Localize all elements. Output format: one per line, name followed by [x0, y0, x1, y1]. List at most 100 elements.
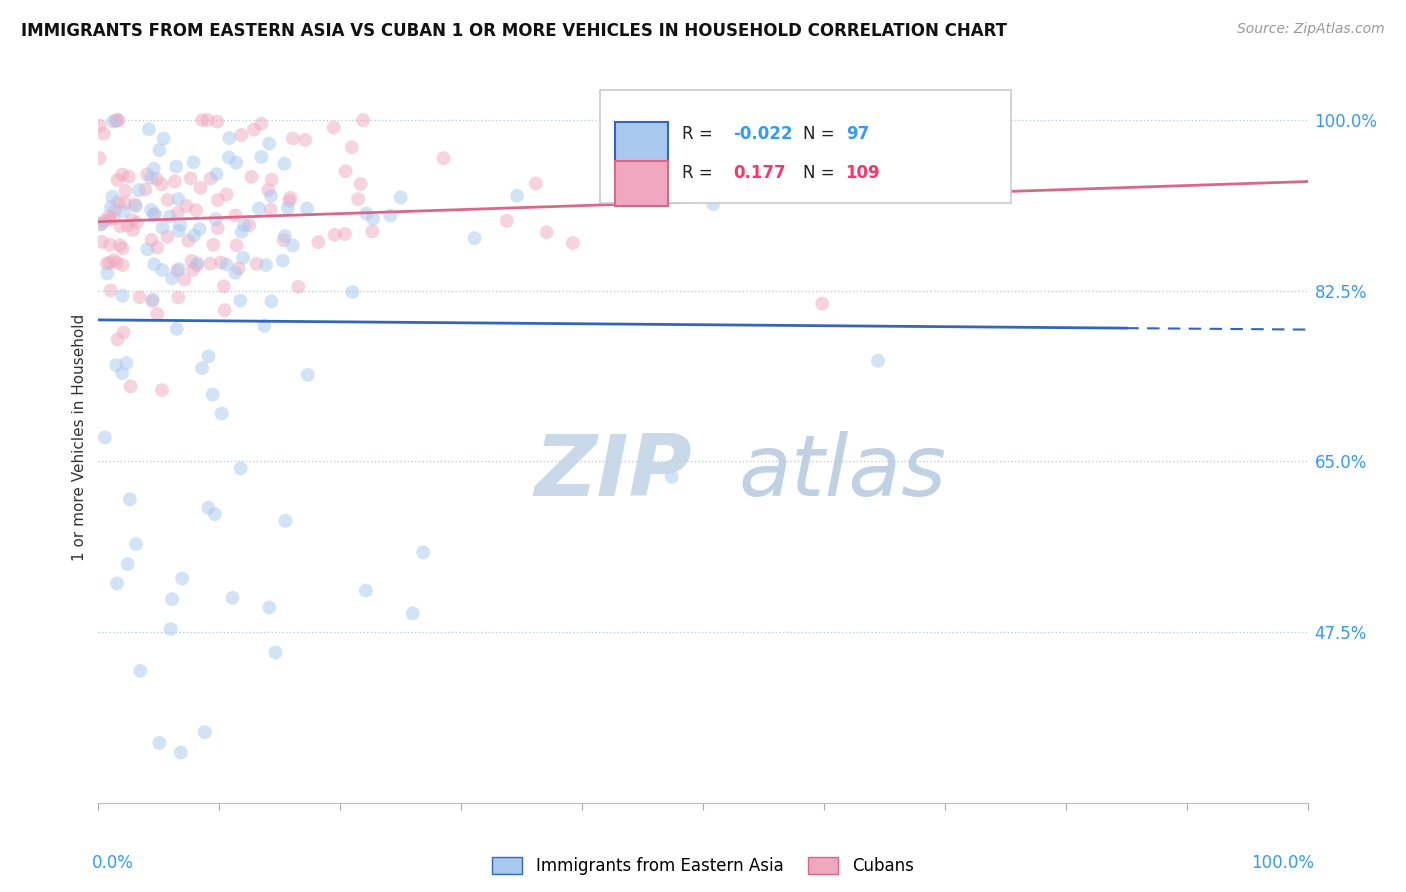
Point [90, 217, 112, 231]
Point [183, 155, 205, 169]
Point [181, 263, 204, 277]
FancyBboxPatch shape [614, 161, 668, 206]
Point [104, 114, 127, 128]
Point [90, 235, 112, 249]
Point [111, 258, 134, 272]
Point [93, 214, 115, 228]
Point [111, 241, 134, 255]
Point [281, 238, 304, 252]
Point [307, 235, 329, 249]
Point [224, 266, 246, 280]
Point [125, 199, 148, 213]
Point [197, 350, 219, 364]
Point [524, 177, 547, 191]
Point [105, 113, 128, 128]
Point [190, 181, 212, 195]
Text: N =: N = [803, 125, 841, 143]
Point [253, 318, 276, 333]
Point [118, 492, 141, 507]
Point [169, 218, 191, 232]
Point [273, 233, 295, 247]
Point [356, 206, 378, 220]
Text: IMMIGRANTS FROM EASTERN ASIA VS CUBAN 1 OR MORE VEHICLES IN HOUSEHOLD CORRELATIO: IMMIGRANTS FROM EASTERN ASIA VS CUBAN 1 … [21, 22, 1007, 40]
Point [114, 196, 136, 211]
Point [294, 133, 316, 147]
Point [352, 113, 374, 128]
Point [101, 114, 124, 128]
Point [202, 237, 225, 252]
Point [254, 258, 277, 272]
Point [167, 224, 190, 238]
Point [186, 256, 208, 270]
Point [228, 261, 250, 276]
Point [166, 263, 188, 277]
Point [122, 223, 145, 237]
Point [141, 233, 163, 247]
Point [273, 157, 295, 171]
Point [661, 470, 683, 484]
Point [260, 173, 283, 187]
Point [90, 218, 112, 232]
Point [463, 231, 485, 245]
Legend: Immigrants from Eastern Asia, Cubans: Immigrants from Eastern Asia, Cubans [492, 856, 914, 875]
Point [177, 234, 200, 248]
Point [96, 266, 118, 280]
Point [105, 358, 128, 372]
Point [231, 225, 253, 239]
Point [287, 280, 309, 294]
Point [139, 170, 162, 185]
Point [166, 322, 188, 336]
Point [142, 207, 165, 221]
Point [200, 171, 222, 186]
Point [197, 500, 219, 515]
Text: 0.177: 0.177 [734, 164, 786, 182]
Point [148, 143, 170, 157]
Point [118, 169, 141, 184]
Point [212, 279, 235, 293]
Point [98, 209, 121, 223]
Point [160, 592, 183, 607]
Point [117, 557, 139, 571]
Text: 100.0%: 100.0% [1250, 854, 1313, 872]
Point [121, 213, 143, 227]
Point [104, 203, 127, 218]
Point [128, 183, 150, 197]
Point [361, 211, 384, 226]
Point [250, 150, 273, 164]
Point [98, 212, 121, 227]
Point [278, 194, 301, 208]
Point [107, 113, 129, 128]
Point [243, 122, 266, 136]
Point [170, 746, 193, 760]
Point [333, 227, 356, 241]
Point [156, 230, 179, 244]
Point [201, 387, 224, 401]
Point [159, 210, 181, 224]
Point [167, 290, 190, 304]
Point [112, 204, 135, 219]
Point [257, 136, 280, 151]
Point [103, 253, 125, 268]
Point [150, 178, 173, 192]
Point [335, 164, 357, 178]
Point [350, 177, 373, 191]
Point [211, 407, 233, 421]
Point [167, 262, 190, 277]
Text: R =: R = [682, 125, 718, 143]
Point [180, 171, 202, 186]
Point [107, 173, 129, 187]
Point [218, 151, 240, 165]
Point [207, 193, 229, 207]
Point [412, 545, 434, 559]
Text: -0.022: -0.022 [734, 125, 793, 143]
Point [117, 219, 139, 233]
Point [204, 212, 226, 227]
Point [150, 383, 173, 397]
Point [274, 514, 297, 528]
Point [152, 220, 174, 235]
Point [173, 272, 195, 286]
Point [274, 229, 297, 244]
Point [98, 256, 121, 270]
Text: atlas: atlas [738, 431, 946, 515]
Point [281, 131, 304, 145]
